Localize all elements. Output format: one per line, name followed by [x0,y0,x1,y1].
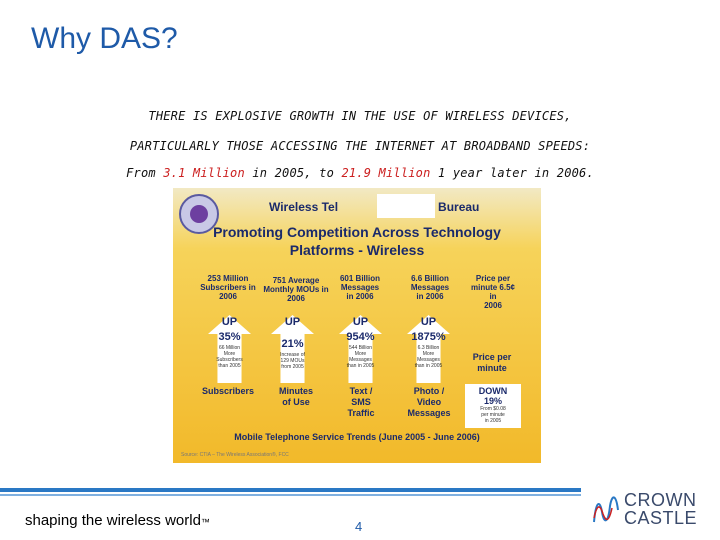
footer-rule [0,488,581,492]
down-detail: From $0.08 per minute in 2005 [480,406,506,424]
stat-photo: 6.6 Billion Messages in 2006 [410,274,450,301]
slide-headline-1: Promoting Competition Across Technology [213,224,501,240]
stat-subscribers: 253 Million Subscribers in 2006 [200,274,256,301]
down-box: DOWN 19% From $0.08 per minute in 2005 [465,384,521,428]
intro-suffix: 1 year later in 2006. [430,166,594,180]
stat-price: Price per minute 6.5¢ in 2006 [470,274,515,310]
page-number: 4 [355,519,363,534]
detail-text: 544 Billion More Messages than in 2005 [346,345,375,369]
slide-caption: Mobile Telephone Service Trends (June 20… [234,432,480,442]
up-label-text: UP [352,316,369,328]
intro-mid: in 2005, to [244,166,342,180]
intro-value-2005: 3.1 Million [163,166,245,180]
pct-subscribers: 35% [218,331,241,343]
intro-line-3: From 3.1 Million in 2005, to 21.9 Millio… [0,166,720,180]
price-per-minute-label: Price per minute [472,352,512,373]
intro-value-2006: 21.9 Million [341,166,431,180]
footer-rule-light [0,494,581,496]
pct-photo: 1875% [411,331,446,343]
crown-castle-logo: CROWN CASTLE [590,490,710,528]
up-label-mous: UP [284,316,301,328]
logo-line-2: CASTLE [624,508,698,528]
trademark-mark: ™ [200,517,210,527]
crown-castle-wave-icon [593,496,619,523]
category-subscribers: Subscribers [201,386,255,396]
slide-title: Why DAS? [31,22,178,55]
slide-source: Source: CTIA – The Wireless Association®… [181,452,289,458]
intro-line-2: PARTICULARLY THOSE ACCESSING THE INTERNE… [129,139,591,153]
detail-photo: 6.3 Billion More Messages than in 2005 [414,345,443,369]
detail-mous: Increase of 129 MOUs from 2005 [280,352,305,370]
slide-headline-2: Platforms - Wireless [289,242,425,258]
intro-line-1: THERE IS EXPLOSIVE GROWTH IN THE USE OF … [148,109,572,123]
up-label-subscribers: UP [221,316,238,328]
seal-emblem [190,205,208,223]
logo-line-1: CROWN [624,490,697,510]
bureau-heading-start: Wireless Tel [269,200,339,214]
down-pct: 19% [483,396,502,406]
category-text: Text / SMS Traffic [347,386,375,418]
bureau-heading: Wireless Tel Bureau [269,200,479,214]
bureau-heading-end: Bureau [438,200,480,214]
pct-mous: 21% [281,338,304,350]
stat-mous: 751 Average Monthly MOUs in 2006 [263,276,329,303]
intro-prefix: From [126,166,164,180]
footer-tagline: shaping the wireless world™ [25,512,210,529]
embedded-fcc-slide: Wireless Tel Bureau Promoting Competition… [173,188,541,463]
detail-subscribers: 66 Million More Subscribers than 2005 [216,345,243,369]
category-photo: Photo / Video Messages [407,386,451,418]
up-label-photo: UP [420,316,437,328]
pct-text: 954% [346,331,375,343]
category-mous: Minutes of Use [278,386,313,407]
down-label: DOWN [478,386,508,396]
stat-text: 601 Billion Messages in 2006 [339,274,380,301]
fcc-seal-logo [179,194,219,234]
bureau-overlay-mask [377,194,435,218]
tagline-text: shaping the wireless world [25,512,201,529]
